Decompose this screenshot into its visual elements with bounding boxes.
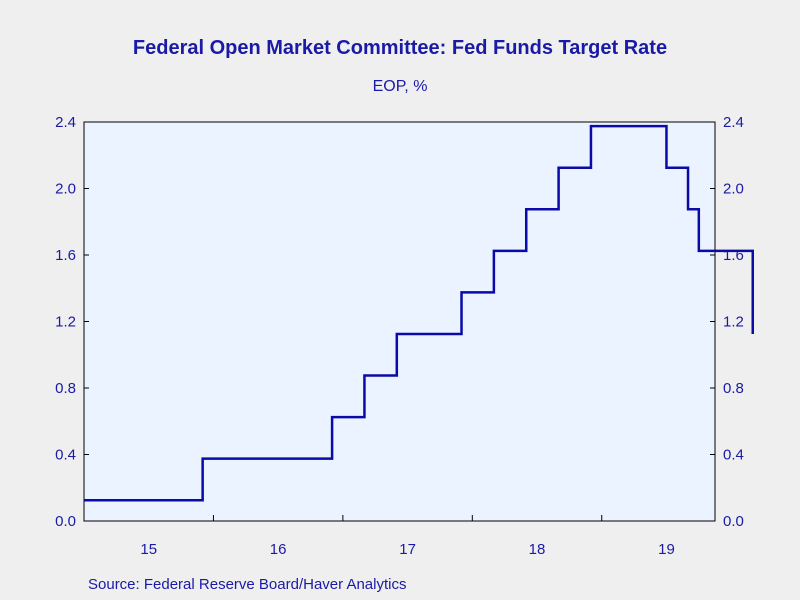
y-tick-label-right: 2.0 — [723, 181, 744, 198]
y-tick-label-right: 0.8 — [723, 380, 744, 397]
x-tick-label: 19 — [658, 541, 675, 558]
plot-frame — [83, 121, 716, 522]
y-tick-label-left: 2.0 — [55, 181, 76, 198]
y-tick-label-left: 1.2 — [55, 314, 76, 331]
chart-subtitle: EOP, % — [372, 78, 428, 95]
y-tick-label-right: 2.4 — [723, 114, 744, 131]
y-tick-label-left: 2.4 — [55, 114, 76, 131]
x-tick-label: 15 — [140, 541, 157, 558]
y-tick-label-right: 0.4 — [723, 447, 744, 464]
y-tick-label-right: 1.2 — [723, 314, 744, 331]
y-tick-label-left: 1.6 — [55, 247, 76, 264]
y-tick-label-right: 0.0 — [723, 513, 744, 530]
series-line — [84, 124, 754, 502]
y-tick-label-left: 0.0 — [55, 513, 76, 530]
y-tick-label-left: 0.4 — [55, 447, 76, 464]
x-tick-label: 17 — [399, 541, 416, 558]
x-tick-label: 18 — [529, 541, 546, 558]
source-note: Source: Federal Reserve Board/Haver Anal… — [88, 576, 407, 593]
y-tick-label-left: 0.8 — [55, 380, 76, 397]
y-tick-label-right: 1.6 — [723, 247, 744, 264]
chart-title: Federal Open Market Committee: Fed Funds… — [132, 37, 668, 59]
x-tick-label: 16 — [270, 541, 287, 558]
